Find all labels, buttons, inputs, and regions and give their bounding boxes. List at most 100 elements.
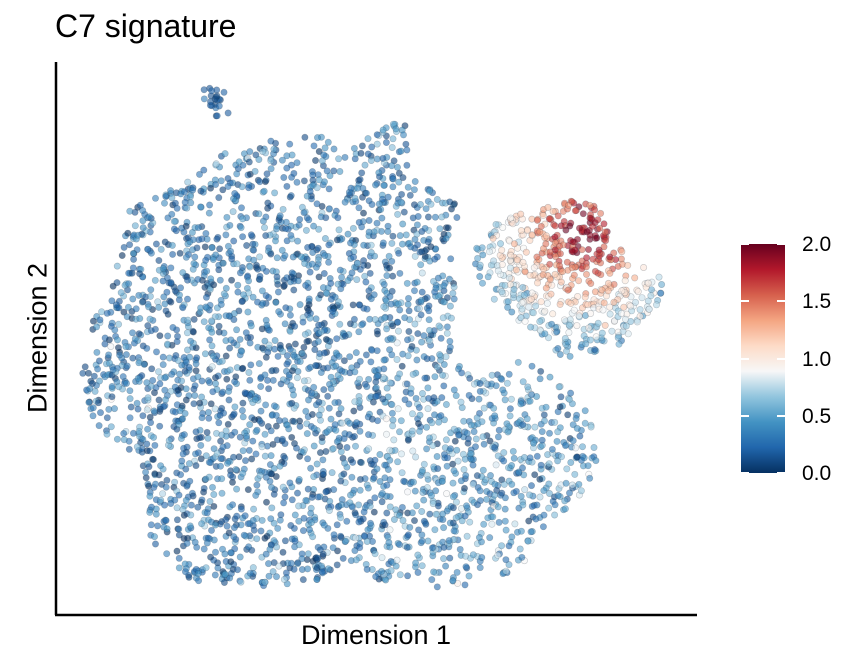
data-point: [208, 342, 216, 350]
data-point: [553, 437, 561, 445]
data-point: [186, 353, 194, 361]
data-point: [265, 326, 273, 334]
data-point: [310, 424, 318, 432]
data-point: [498, 542, 506, 550]
data-point: [507, 395, 515, 403]
data-point: [268, 470, 276, 478]
data-point: [513, 256, 521, 264]
data-point: [302, 407, 310, 415]
data-point: [398, 469, 406, 477]
data-point: [403, 543, 411, 551]
data-point: [537, 298, 545, 306]
data-point: [636, 306, 644, 314]
data-point: [230, 316, 238, 324]
data-point: [425, 326, 433, 334]
data-point: [380, 303, 388, 311]
data-point: [224, 420, 232, 428]
data-point: [210, 502, 218, 510]
data-point: [205, 414, 213, 422]
data-point: [274, 280, 282, 288]
data-point: [303, 338, 311, 346]
data-point: [196, 399, 204, 407]
data-point: [207, 184, 215, 192]
data-point: [453, 214, 461, 222]
data-point: [197, 203, 205, 211]
data-point: [94, 365, 102, 373]
data-point: [208, 526, 216, 534]
data-point: [211, 313, 219, 321]
data-point: [544, 203, 552, 211]
data-point: [440, 360, 448, 368]
data-point: [398, 362, 406, 370]
data-point: [273, 273, 281, 281]
data-point: [398, 240, 406, 248]
data-point: [439, 314, 447, 322]
data-point: [236, 433, 244, 441]
data-point: [567, 299, 575, 307]
data-point: [494, 433, 502, 441]
data-point: [172, 227, 180, 235]
data-point: [212, 160, 220, 168]
data-point: [165, 436, 173, 444]
data-point: [490, 404, 498, 412]
data-point: [389, 416, 397, 424]
data-point: [427, 243, 435, 251]
data-point: [198, 520, 206, 528]
data-point: [404, 531, 412, 539]
data-point: [522, 248, 530, 256]
data-point: [323, 167, 331, 175]
data-point: [312, 315, 320, 323]
data-point: [353, 419, 361, 427]
data-point: [554, 428, 562, 436]
data-point: [352, 556, 360, 564]
data-point: [319, 550, 327, 558]
data-point: [428, 544, 436, 552]
data-point: [547, 290, 555, 298]
data-point: [267, 452, 275, 460]
data-point: [331, 399, 339, 407]
data-point: [109, 282, 117, 290]
data-point: [414, 419, 422, 427]
data-point: [394, 318, 402, 326]
data-point: [355, 204, 363, 212]
data-point: [227, 336, 235, 344]
data-point: [143, 406, 151, 414]
data-point: [512, 266, 520, 274]
data-point: [381, 474, 389, 482]
data-point: [94, 399, 102, 407]
data-point: [618, 287, 626, 295]
data-point: [368, 346, 376, 354]
data-point: [382, 430, 390, 438]
data-point: [175, 564, 183, 572]
data-point: [304, 485, 312, 493]
data-point: [420, 332, 428, 340]
data-point: [383, 481, 391, 489]
data-point: [525, 517, 533, 525]
data-point: [494, 452, 502, 460]
data-point: [410, 287, 418, 295]
data-point: [413, 356, 421, 364]
data-point: [440, 543, 448, 551]
data-point: [205, 408, 213, 416]
data-point: [476, 379, 484, 387]
data-point: [290, 439, 298, 447]
data-point: [139, 412, 147, 420]
data-point: [301, 133, 309, 141]
data-point: [218, 404, 226, 412]
data-point: [304, 306, 312, 314]
data-point: [404, 572, 412, 580]
data-point: [655, 273, 663, 281]
data-point: [336, 320, 344, 328]
data-point: [505, 561, 513, 569]
data-point: [256, 272, 264, 280]
data-point: [652, 301, 660, 309]
data-point: [293, 159, 301, 167]
data-point: [572, 444, 580, 452]
data-point: [252, 491, 260, 499]
data-point: [471, 443, 479, 451]
data-point: [229, 208, 237, 216]
data-point: [295, 502, 303, 510]
data-point: [272, 225, 280, 233]
data-point: [418, 562, 426, 570]
data-point: [542, 232, 550, 240]
